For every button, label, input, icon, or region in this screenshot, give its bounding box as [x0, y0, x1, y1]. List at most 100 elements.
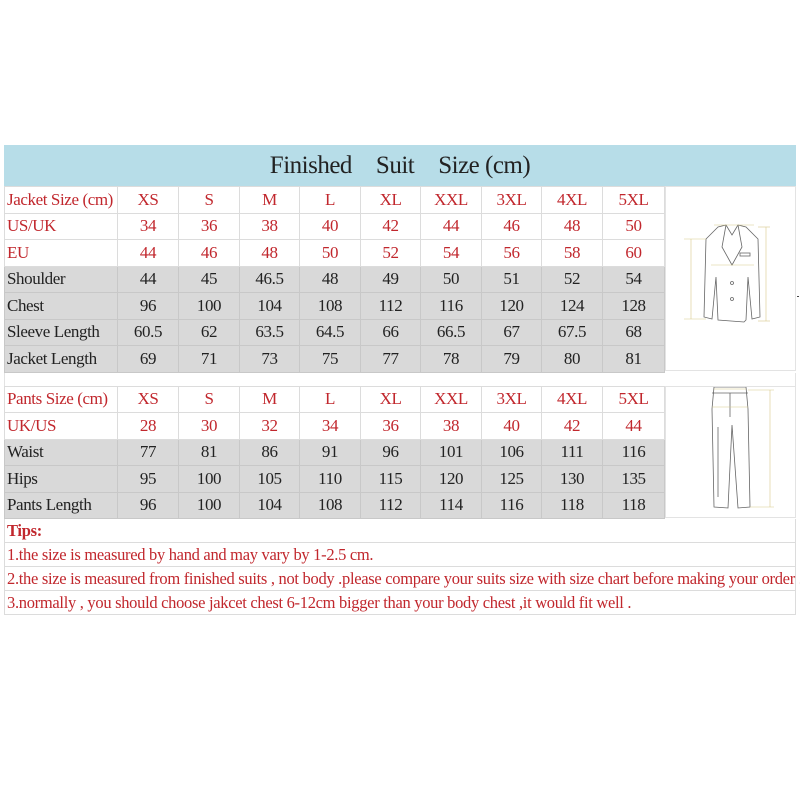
cell-value: 40: [299, 212, 361, 240]
cell-value: 96: [117, 491, 179, 519]
cell-value: 106: [481, 438, 542, 466]
cell-value: 60: [602, 239, 665, 267]
cell-value: 116: [481, 491, 542, 519]
cell-value: 116: [602, 438, 665, 466]
cell-value: 50: [602, 212, 665, 240]
cell-value: 95: [117, 465, 179, 493]
size-label: M: [239, 385, 300, 413]
cell-value: 105: [239, 465, 300, 493]
cell-value: 118: [602, 491, 665, 519]
size-label: XS: [117, 385, 179, 413]
title-word: Finished: [269, 151, 353, 179]
cell-value: 128: [602, 292, 665, 320]
size-label: XXL: [420, 385, 482, 413]
cell-value: 69: [117, 345, 179, 373]
table-row: Chest 96 100 104 108 112 116 120 124 128: [4, 292, 665, 320]
section-gap: [4, 372, 796, 386]
cell-value: 78: [420, 345, 482, 373]
table-row: Waist 77 81 86 91 96 101 106 111 116: [4, 438, 665, 466]
cell-value: 54: [420, 239, 482, 267]
size-label: XXL: [420, 186, 482, 214]
cell-value: 44: [602, 412, 665, 440]
cell-value: 54: [602, 265, 665, 293]
cell-value: 68: [602, 318, 665, 346]
size-chart: Finished Suit Size (cm) Jacket Size (cm)…: [4, 145, 800, 615]
cell-value: 75: [299, 345, 361, 373]
cell-value: 34: [299, 412, 361, 440]
row-label: Pants Size (cm): [4, 385, 118, 413]
title-word: Suit: [375, 151, 415, 179]
cell-value: 66: [360, 318, 421, 346]
cell-value: 40: [481, 412, 542, 440]
row-label: Pants Length: [4, 491, 118, 519]
cell-value: 104: [239, 491, 300, 519]
cell-value: 71: [178, 345, 240, 373]
cell-value: 48: [541, 212, 603, 240]
cell-value: 96: [360, 438, 421, 466]
row-label: Jacket Size (cm): [4, 186, 118, 214]
cell-value: 80: [541, 345, 603, 373]
jacket-section: Jacket Size (cm) XS S M L XL XXL 3XL 4XL 5XL US/UK…: [4, 186, 796, 373]
size-label: S: [178, 186, 240, 214]
cell-value: 67.5: [541, 318, 603, 346]
table-row: UK/US 28 30 32 34 36 38 40 42 44: [4, 412, 665, 440]
size-label: 3XL: [481, 186, 542, 214]
cell-value: 100: [178, 465, 240, 493]
cell-value: 58: [541, 239, 603, 267]
table-row: Jacket Length 69 71 73 75 77 78 79 80 81: [4, 345, 665, 373]
tip-item: 3.normally , you should choose jakcet ch…: [4, 591, 796, 615]
row-label: Sleeve Length: [4, 318, 118, 346]
cell-value: 79: [481, 345, 542, 373]
cell-value: 125: [481, 465, 542, 493]
cell-value: 38: [420, 412, 482, 440]
size-label: L: [299, 385, 361, 413]
cell-value: 46: [178, 239, 240, 267]
row-label: Chest: [4, 292, 118, 320]
size-label: XL: [360, 186, 421, 214]
cell-value: 52: [360, 239, 421, 267]
pants-diagram-icon: [665, 385, 796, 518]
cell-value: 135: [602, 465, 665, 493]
table-row: US/UK 34 36 38 40 42 44 46 48 50: [4, 212, 665, 240]
size-header-row: Pants Size (cm) XS S M L XL XXL 3XL 4XL 5XL: [4, 385, 665, 413]
size-label: XS: [117, 186, 179, 214]
cell-value: 81: [178, 438, 240, 466]
cell-value: 50: [420, 265, 482, 293]
stray-mark: [797, 296, 799, 297]
cell-value: 112: [360, 491, 421, 519]
cell-value: 44: [420, 212, 482, 240]
row-label: Jacket Length: [4, 345, 118, 373]
row-label: Shoulder: [4, 265, 118, 293]
cell-value: 62: [178, 318, 240, 346]
cell-value: 28: [117, 412, 179, 440]
cell-value: 34: [117, 212, 179, 240]
cell-value: 52: [541, 265, 603, 293]
pants-size-table: Pants Size (cm) XS S M L XL XXL 3XL 4XL 5XL UK/US 2…: [4, 385, 665, 520]
cell-value: 81: [602, 345, 665, 373]
cell-value: 38: [239, 212, 300, 240]
cell-value: 46.5: [239, 265, 300, 293]
cell-value: 104: [239, 292, 300, 320]
table-row: Sleeve Length 60.5 62 63.5 64.5 66 66.5 67 67.5 6…: [4, 318, 665, 346]
row-label: Hips: [4, 465, 118, 493]
cell-value: 63.5: [239, 318, 300, 346]
cell-value: 44: [117, 239, 179, 267]
cell-value: 50: [299, 239, 361, 267]
table-row: Shoulder 44 45 46.5 48 49 50 51 52 54: [4, 265, 665, 293]
cell-value: 32: [239, 412, 300, 440]
size-label: M: [239, 186, 300, 214]
cell-value: 112: [360, 292, 421, 320]
size-header-row: Jacket Size (cm) XS S M L XL XXL 3XL 4XL 5XL: [4, 186, 665, 214]
cell-value: 46: [481, 212, 542, 240]
cell-value: 73: [239, 345, 300, 373]
cell-value: 96: [117, 292, 179, 320]
table-row: Pants Length 96 100 104 108 112 114 116 118 118: [4, 491, 665, 519]
cell-value: 42: [541, 412, 603, 440]
cell-value: 111: [541, 438, 603, 466]
tip-item: 1.the size is measured by hand and may v…: [4, 543, 796, 567]
cell-value: 66.5: [420, 318, 482, 346]
cell-value: 48: [239, 239, 300, 267]
cell-value: 77: [117, 438, 179, 466]
row-label: Waist: [4, 438, 118, 466]
tip-item: 2.the size is measured from finished sui…: [4, 567, 800, 591]
